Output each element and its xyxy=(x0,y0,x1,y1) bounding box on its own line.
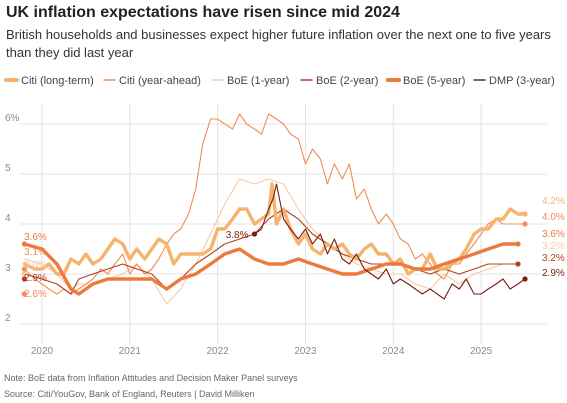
end-dot-1 xyxy=(522,221,528,227)
start-dot xyxy=(21,266,27,272)
legend: Citi (long-term) Citi (year-ahead) BoE (1-… xyxy=(4,75,555,87)
series-line-3 xyxy=(23,208,519,295)
chart-title: UK inflation expectations have risen sin… xyxy=(6,4,400,21)
start-label: 3.1% xyxy=(24,247,47,258)
chart-note: Note: BoE data from Inflation Attitudes … xyxy=(4,373,298,383)
x-tick-label: 2024 xyxy=(382,346,405,357)
y-tick-label: 5 xyxy=(5,163,11,174)
end-label-2: 3.2% xyxy=(542,241,565,252)
x-tick-label: 2023 xyxy=(294,346,317,357)
axes: 2 3 4 5 6% 2020 2021 2022 2023 2024 2025 xyxy=(5,113,493,357)
y-tick-label: 6% xyxy=(5,113,20,124)
series-line-5 xyxy=(253,183,526,300)
y-tick-label: 3 xyxy=(5,263,11,274)
chart-source: Source: Citi/YouGov, Bank of England, Re… xyxy=(4,389,255,399)
series-lines xyxy=(22,113,527,305)
series-line-0 xyxy=(22,182,527,276)
x-tick-label: 2022 xyxy=(207,346,230,357)
start-label: 2.9% xyxy=(24,273,47,284)
end-label-1: 4.0% xyxy=(542,212,565,223)
series-line-4 xyxy=(22,242,520,296)
end-dot-3 xyxy=(515,261,521,267)
series-line-1 xyxy=(23,113,526,295)
end-label-4: 3.6% xyxy=(542,229,565,240)
start-label: 3.6% xyxy=(24,232,47,243)
data-labels: 4.2%4.0%3.2%3.2%3.6%2.9%3.8%3.6%3.1%3.0%… xyxy=(21,196,565,300)
start-label-dmp: 3.8% xyxy=(226,230,249,241)
start-label: 3.0% xyxy=(24,260,47,271)
end-dot-5 xyxy=(522,276,528,282)
legend-label-2: BoE (1-year) xyxy=(227,75,289,87)
start-dot-dmp xyxy=(251,231,258,237)
legend-label-1: Citi (year-ahead) xyxy=(119,75,201,87)
start-dot xyxy=(21,291,27,297)
legend-label-0: Citi (long-term) xyxy=(21,75,94,87)
x-tick-label: 2021 xyxy=(119,346,142,357)
y-tick-label: 4 xyxy=(5,213,11,224)
end-dot-0 xyxy=(522,211,528,217)
end-dot-4 xyxy=(515,241,521,247)
legend-label-5: DMP (3-year) xyxy=(489,75,555,87)
start-dot xyxy=(21,241,27,247)
gridlines xyxy=(20,104,547,344)
chart-subtitle: British households and businesses expect… xyxy=(6,27,551,60)
x-tick-label: 2025 xyxy=(470,346,493,357)
start-dot xyxy=(21,276,27,282)
end-label-3: 3.2% xyxy=(542,253,565,264)
legend-label-4: BoE (5-year) xyxy=(403,75,465,87)
x-tick-label: 2020 xyxy=(31,346,54,357)
y-tick-label: 2 xyxy=(5,313,11,324)
start-label: 2.6% xyxy=(24,289,47,300)
start-dot xyxy=(21,271,27,277)
end-label-5: 2.9% xyxy=(542,268,565,279)
end-label-0: 4.2% xyxy=(542,196,565,207)
legend-label-3: BoE (2-year) xyxy=(316,75,378,87)
